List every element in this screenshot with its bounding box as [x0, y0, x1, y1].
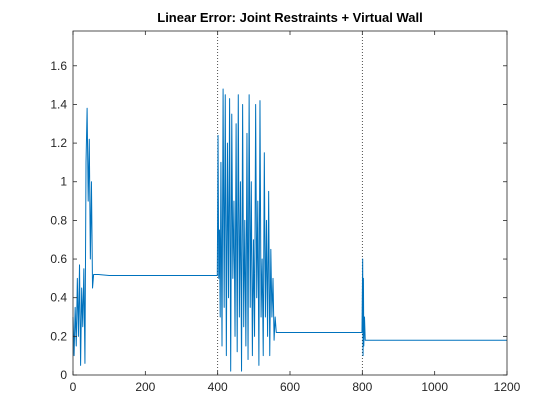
y-tick-label: 0.8: [50, 213, 67, 227]
y-tick-label: 1.4: [50, 97, 67, 111]
x-tick-label: 600: [280, 380, 300, 394]
y-tick-label: 0.6: [50, 252, 67, 266]
y-tick-label: 1.2: [50, 136, 67, 150]
x-tick-label: 1200: [494, 380, 521, 394]
y-tick-label: 0.4: [50, 291, 67, 305]
y-tick-label: 0: [60, 368, 67, 382]
chart-title: Linear Error: Joint Restraints + Virtual…: [157, 10, 422, 25]
y-tick-label: 1.6: [50, 59, 67, 73]
y-tick-label: 1: [60, 175, 67, 189]
x-tick-label: 800: [352, 380, 372, 394]
x-tick-label: 0: [70, 380, 77, 394]
x-tick-label: 400: [208, 380, 228, 394]
x-tick-label: 200: [135, 380, 155, 394]
x-tick-label: 1000: [421, 380, 448, 394]
plot-area: 0 200 400 600 800 1000 1200 0 0.2 0.4 0.6 0.8 1 1.2 1.…: [50, 30, 521, 394]
axes-background: [73, 31, 507, 375]
y-tick-label: 0.2: [50, 329, 67, 343]
series-line-0: [72, 88, 507, 372]
